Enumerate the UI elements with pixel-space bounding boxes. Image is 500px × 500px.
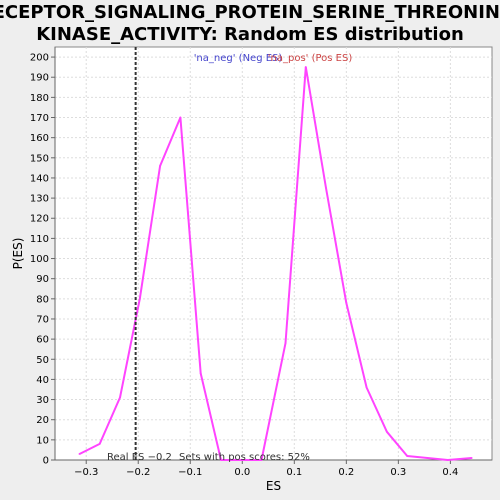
- chart-title-line-2: KINASE_ACTIVITY: Random ES distribution: [36, 24, 464, 45]
- y-tick-label: 60: [36, 335, 49, 346]
- y-tick-label: 180: [30, 93, 49, 104]
- data-point: [426, 457, 429, 459]
- y-axis-label: P(ES): [11, 238, 25, 270]
- y-tick-label: 150: [30, 153, 49, 164]
- pos-scores-label: Sets with pos scores: 52%: [179, 452, 310, 463]
- x-axis-label: ES: [266, 479, 281, 493]
- series-layer: [78, 66, 473, 461]
- grid-lines: [55, 47, 492, 461]
- y-tick-label: 190: [30, 73, 49, 84]
- data-point: [260, 459, 263, 461]
- y-tick-label: 160: [30, 133, 49, 144]
- data-point: [138, 297, 141, 300]
- y-tick-label: 50: [36, 355, 49, 366]
- data-point: [470, 457, 473, 459]
- legend-entry-neg: 'na_neg' (Neg ES): [194, 53, 283, 64]
- data-point: [220, 459, 222, 461]
- data-point: [365, 386, 368, 389]
- x-tick-label: −0.2: [126, 467, 150, 478]
- series-line: [79, 66, 472, 461]
- plot-area: [54, 46, 493, 461]
- data-point: [159, 164, 161, 167]
- x-tick-label: 0.4: [442, 467, 458, 478]
- data-point: [78, 453, 81, 455]
- x-tick-label: 0.3: [390, 467, 406, 478]
- data-point: [284, 342, 287, 345]
- real-es-label: Real ES −0.2: [107, 452, 172, 463]
- y-tick-label: 30: [36, 395, 49, 406]
- data-point: [345, 301, 348, 304]
- y-tick-label: 110: [30, 234, 49, 245]
- x-tick-label: −0.1: [178, 467, 202, 478]
- data-point: [98, 442, 101, 445]
- data-point: [386, 430, 388, 433]
- y-tick-label: 10: [36, 435, 49, 446]
- y-tick-label: 170: [30, 113, 49, 124]
- y-tick-label: 140: [30, 173, 49, 184]
- data-point: [406, 455, 409, 457]
- axes: 0 10 20 30 40 50 60 70 80 90 100 110 120 130 140 150 160…: [30, 47, 492, 478]
- data-point: [325, 187, 327, 189]
- x-tick-label: 0.0: [234, 467, 250, 478]
- y-tick-label: 130: [30, 194, 49, 205]
- x-tick-label: 0.2: [338, 467, 354, 478]
- data-point: [119, 396, 121, 399]
- x-tick-label: −0.3: [74, 467, 98, 478]
- y-tick-label: 100: [30, 254, 49, 265]
- data-point: [199, 372, 202, 375]
- y-tick-label: 90: [36, 274, 49, 285]
- y-tick-label: 200: [30, 53, 49, 64]
- legend-entry-pos: 'na_pos' (Pos ES): [268, 53, 353, 64]
- data-point: [240, 459, 243, 461]
- data-point: [446, 459, 449, 461]
- data-point: [179, 116, 182, 119]
- chart-title-line-1: RECEPTOR_SIGNALING_PROTEIN_SERINE_THREON…: [0, 2, 500, 23]
- y-tick-label: 0: [43, 456, 49, 467]
- x-tick-label: 0.1: [286, 467, 302, 478]
- y-tick-label: 70: [36, 314, 49, 325]
- y-tick-label: 120: [30, 214, 49, 225]
- y-tick-label: 80: [36, 294, 49, 305]
- y-tick-label: 20: [36, 415, 49, 426]
- data-point: [304, 66, 307, 69]
- y-tick-label: 40: [36, 375, 49, 386]
